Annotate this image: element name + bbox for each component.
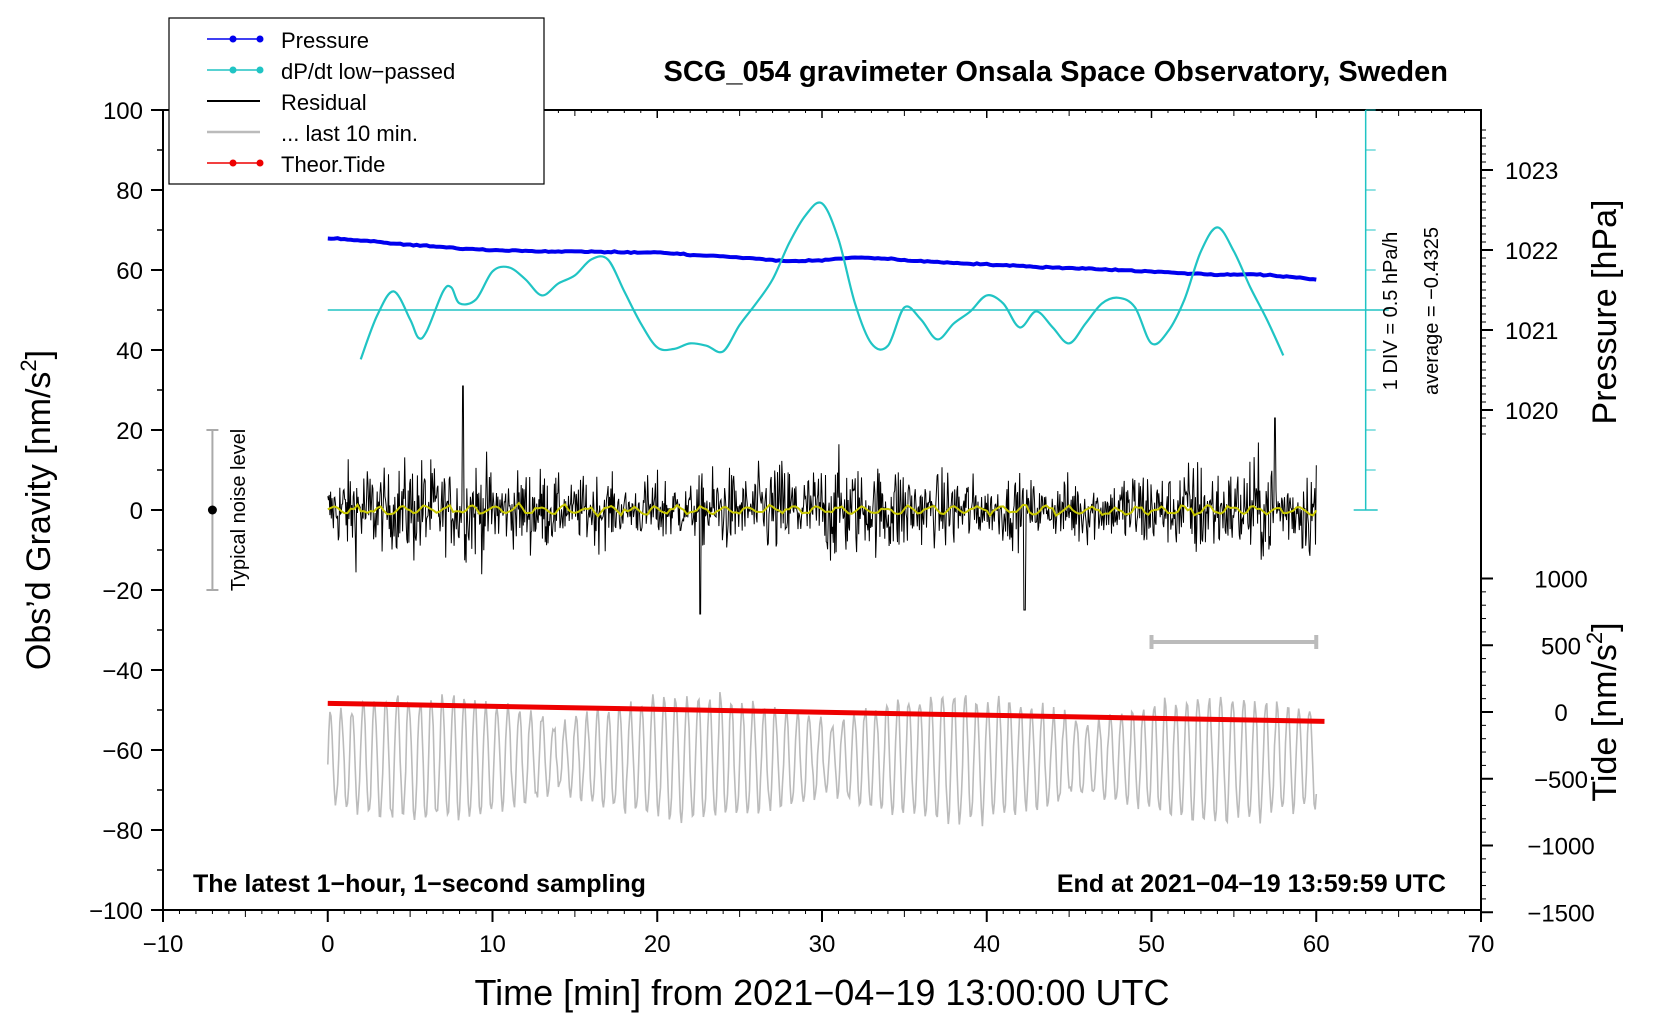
- y-axis-label: Obs’d Gravity [nm/s2]: [16, 350, 58, 670]
- series-group: [206, 109, 1389, 827]
- x-tick-label: 50: [1138, 931, 1165, 958]
- residual-line: [327, 385, 1317, 615]
- legend-tide-dot-2: [256, 159, 264, 167]
- x-tick-label: 10: [479, 931, 506, 958]
- noise-bar-center-dot: [207, 505, 217, 515]
- legend-residual-label: Residual: [281, 90, 367, 115]
- x-tick-label: 30: [809, 931, 836, 958]
- dpdt-average-label: average = −0.4325: [1421, 227, 1443, 395]
- y-axis-label-main: Obs’d Gravity [nm/s: [20, 372, 58, 671]
- y-axis-label-close: ]: [20, 350, 58, 359]
- tide-axis-label-close: ]: [1586, 622, 1624, 631]
- axes-group: −10 0 10 20 30 40 50 60 70100806040200−20−40−60−…: [89, 98, 1595, 958]
- y-tick-label: −100: [89, 898, 143, 925]
- legend-tide-label: Theor.Tide: [281, 152, 385, 177]
- tide-tick-label: 500: [1541, 633, 1581, 660]
- x-tick-label: 0: [321, 931, 334, 958]
- tide-tick-label: 0: [1554, 700, 1567, 727]
- y-tick-label: −80: [102, 818, 143, 845]
- pressure-tick-label: 1020: [1505, 398, 1558, 425]
- residual-mean-line: [327, 501, 1318, 518]
- tide-tick-label: −500: [1534, 767, 1588, 794]
- y-tick-label: 0: [130, 498, 143, 525]
- y-axis-label-sup: 2: [16, 359, 41, 371]
- legend-item-tide: Theor.Tide: [207, 152, 385, 177]
- legend-tide-dot-1: [229, 159, 237, 167]
- pressure-tick-label: 1021: [1505, 318, 1558, 345]
- y-tick-label: −20: [102, 578, 143, 605]
- tide-tick-label: −1500: [1527, 900, 1594, 927]
- legend-item-dpdt: dP/dt low−passed: [207, 59, 455, 84]
- legend-last10-label: ... last 10 min.: [281, 121, 418, 146]
- y-tick-label: 20: [116, 418, 143, 445]
- legend-pressure-dot-2: [256, 35, 264, 43]
- legend-dpdt-label: dP/dt low−passed: [281, 59, 455, 84]
- tide-tick-label: −1000: [1527, 834, 1594, 861]
- y-tick-label: 40: [116, 338, 143, 365]
- noise-level-label: Typical noise level: [228, 429, 250, 591]
- x-axis-label: Time [min] from 2021−04−19 13:00:00 UTC: [474, 972, 1169, 1013]
- x-tick-label: −10: [143, 931, 184, 958]
- dpdt-div-label: 1 DIV = 0.5 hPa/h: [1380, 232, 1402, 390]
- legend-item-pressure: Pressure: [207, 28, 369, 53]
- pressure-tick-label: 1022: [1505, 238, 1558, 265]
- legend-dpdt-dot-1: [229, 66, 237, 74]
- bottom-left-note: The latest 1−hour, 1−second sampling: [193, 870, 646, 898]
- dpdt-line: [359, 201, 1285, 360]
- legend-pressure-dot-1: [229, 35, 237, 43]
- legend-pressure-label: Pressure: [281, 28, 369, 53]
- last10-line: [327, 692, 1318, 827]
- legend-item-residual: Residual: [207, 90, 367, 115]
- tide-axis-label-sup: 2: [1582, 632, 1607, 644]
- pressure-axis-label: Pressure [hPa]: [1586, 200, 1624, 425]
- x-tick-label: 70: [1468, 931, 1495, 958]
- pressure-line: [327, 236, 1317, 282]
- y-tick-label: 100: [103, 98, 143, 125]
- pressure-tick-label: 1023: [1505, 158, 1558, 185]
- bottom-right-note: End at 2021−04−19 13:59:59 UTC: [1057, 870, 1446, 898]
- tide-tick-label: 1000: [1534, 567, 1587, 594]
- y-tick-label: 80: [116, 178, 143, 205]
- x-tick-label: 40: [973, 931, 1000, 958]
- x-tick-label: 20: [644, 931, 671, 958]
- tide-axis-label: Tide [nm/s2]: [1582, 622, 1624, 801]
- x-tick-label: 60: [1303, 931, 1330, 958]
- legend: Pressure dP/dt low−passed Residual ... l…: [168, 17, 545, 185]
- y-tick-label: −60: [102, 738, 143, 765]
- chart-title: SCG_054 gravimeter Onsala Space Observat…: [664, 56, 1448, 88]
- tide-axis-label-main: Tide [nm/s: [1586, 644, 1624, 801]
- tide-line: [327, 700, 1325, 724]
- legend-dpdt-dot-2: [256, 66, 264, 74]
- y-tick-label: 60: [116, 258, 143, 285]
- legend-item-last10: ... last 10 min.: [207, 121, 418, 146]
- y-tick-label: −40: [102, 658, 143, 685]
